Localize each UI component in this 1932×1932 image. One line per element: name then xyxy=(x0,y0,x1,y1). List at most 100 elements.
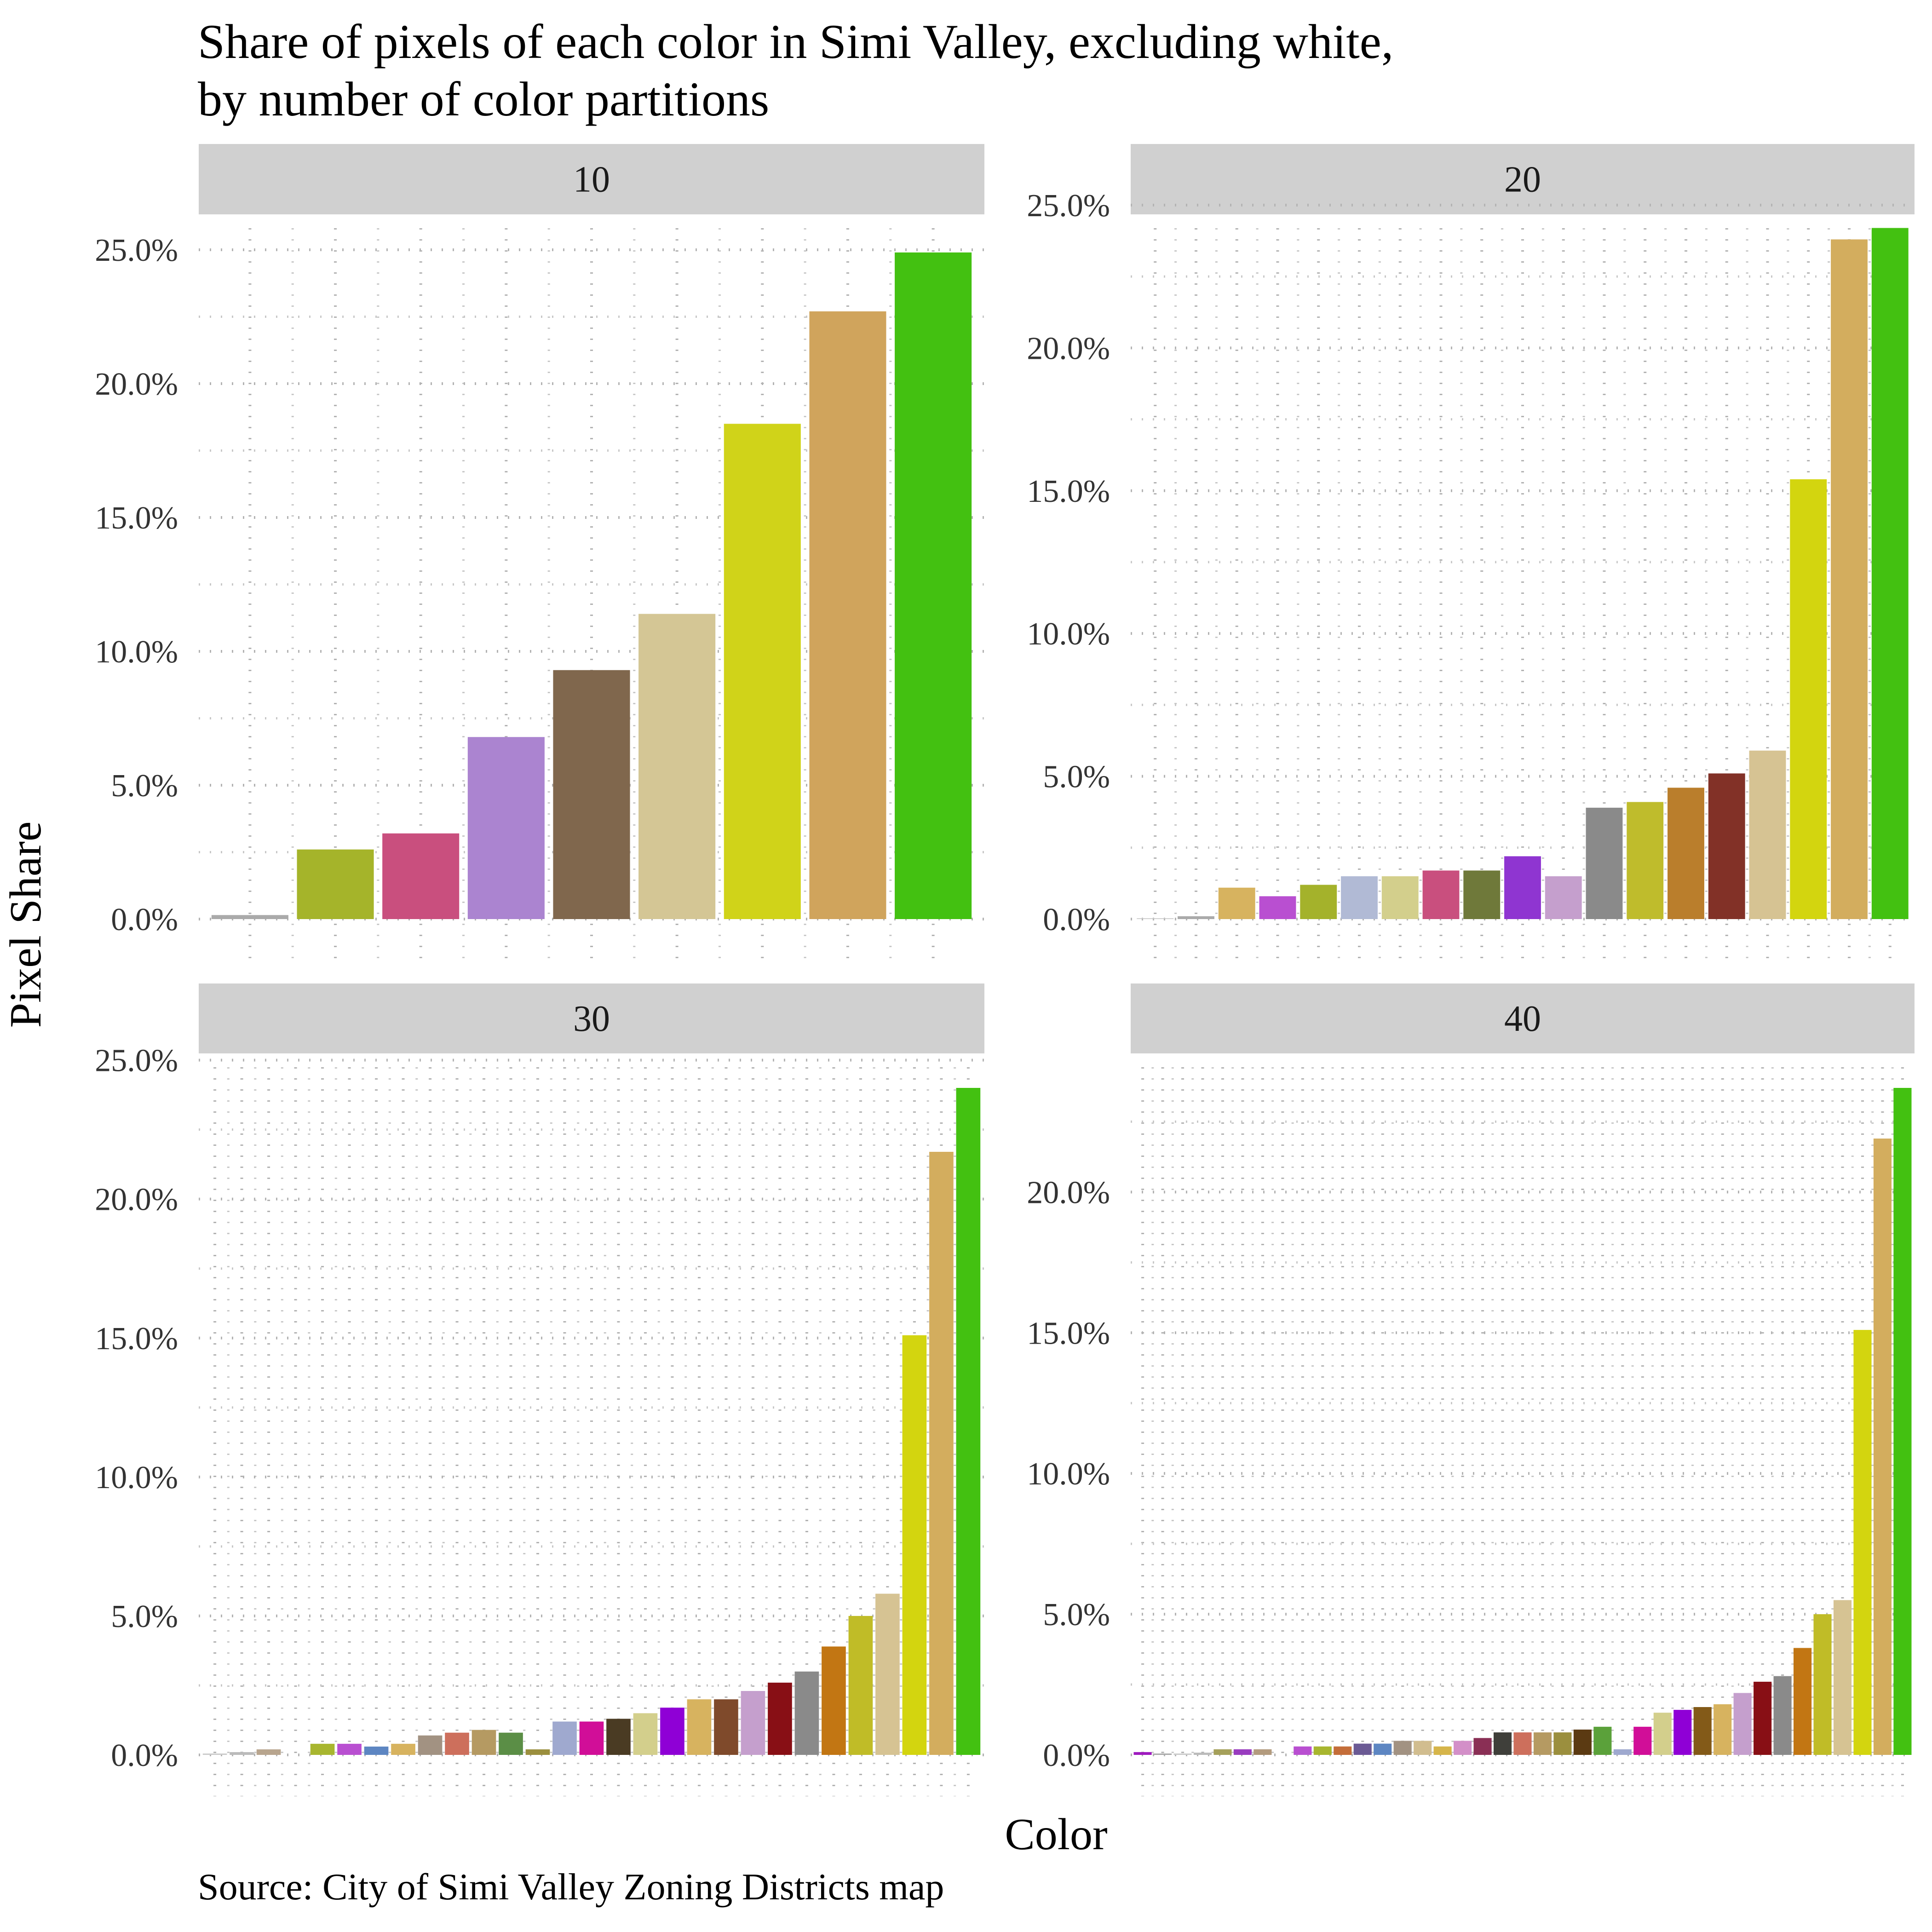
bar xyxy=(1794,1648,1812,1755)
y-tick-label: 25.0% xyxy=(1027,188,1110,224)
bar xyxy=(579,1721,604,1755)
bar xyxy=(1393,1741,1412,1755)
bar xyxy=(297,849,374,919)
facets-layer: 10 0.0% 5.0% 10.0% 15.0% 20.0% 25.0% 20 0.0% 5.0%… xyxy=(95,144,1915,1796)
bar xyxy=(1553,1732,1572,1755)
y-tick-label: 15.0% xyxy=(95,500,178,536)
bar xyxy=(1294,1746,1312,1755)
y-tick-label: 10.0% xyxy=(1027,1456,1110,1492)
bar xyxy=(418,1735,443,1755)
bar xyxy=(1173,1753,1192,1755)
bar xyxy=(1454,1741,1472,1755)
y-tick-label: 20.0% xyxy=(95,367,178,402)
bar xyxy=(1853,1330,1872,1755)
y-tick-label: 10.0% xyxy=(1027,616,1110,652)
facet-panel-40: 40 0.0% 5.0% 10.0% 15.0% 20.0% xyxy=(1027,983,1915,1796)
bar xyxy=(1653,1713,1672,1755)
bar xyxy=(1733,1693,1752,1755)
bar xyxy=(606,1719,631,1755)
bar xyxy=(1353,1743,1372,1755)
bar xyxy=(1513,1732,1532,1755)
bar xyxy=(848,1616,873,1755)
bar xyxy=(1790,479,1827,919)
bar xyxy=(230,1752,254,1755)
bar xyxy=(687,1699,712,1755)
x-axis-title: Color xyxy=(1005,1810,1107,1859)
bar xyxy=(467,737,545,919)
bar xyxy=(499,1732,523,1755)
bar xyxy=(956,1088,981,1755)
bar xyxy=(1193,1753,1212,1755)
bar xyxy=(1137,918,1174,919)
bar xyxy=(1493,1732,1512,1755)
facet-panel-10: 10 0.0% 5.0% 10.0% 15.0% 20.0% 25.0% xyxy=(95,144,984,960)
bar xyxy=(1668,788,1704,919)
bar xyxy=(1871,228,1909,919)
bar xyxy=(902,1335,927,1755)
bar xyxy=(633,1713,658,1755)
bar xyxy=(875,1593,900,1755)
bar xyxy=(364,1746,389,1755)
bar xyxy=(382,833,460,919)
bar xyxy=(1754,1681,1772,1755)
bar xyxy=(1178,916,1214,919)
bar xyxy=(724,424,801,919)
bar xyxy=(391,1743,415,1755)
y-tick-label: 0.0% xyxy=(111,902,178,937)
bar xyxy=(1749,750,1786,919)
bar xyxy=(1341,876,1378,919)
y-tick-label: 20.0% xyxy=(95,1182,178,1218)
bar xyxy=(310,1743,335,1755)
facet-panel-30: 30 0.0% 5.0% 10.0% 15.0% 20.0% 25.0% xyxy=(95,983,984,1796)
y-axis-title: Pixel Share xyxy=(1,821,51,1028)
facet-panel-20: 20 0.0% 5.0% 10.0% 15.0% 20.0% 25.0% xyxy=(1027,144,1915,960)
bar xyxy=(638,614,716,919)
bar xyxy=(1708,773,1745,919)
y-tick-label: 5.0% xyxy=(111,768,178,804)
bar xyxy=(1254,1749,1272,1755)
y-tick-label: 5.0% xyxy=(1043,759,1110,795)
bar xyxy=(1153,1753,1172,1755)
source-caption: Source: City of Simi Valley Zoning Distr… xyxy=(198,1866,944,1908)
facet-strip-label: 10 xyxy=(573,160,610,200)
bar xyxy=(1133,1752,1152,1755)
bar xyxy=(1422,870,1460,919)
bar xyxy=(741,1691,765,1755)
facet-strip xyxy=(1131,983,1915,1053)
y-tick-label: 20.0% xyxy=(1027,331,1110,366)
y-tick-label: 25.0% xyxy=(95,233,178,268)
bar xyxy=(1473,1738,1492,1755)
bar xyxy=(1213,1749,1232,1755)
bar xyxy=(1693,1707,1712,1755)
bar xyxy=(1873,1138,1892,1755)
bar xyxy=(1463,870,1501,919)
y-tick-label: 10.0% xyxy=(95,634,178,670)
bar xyxy=(525,1749,550,1755)
chart-title: Share of pixels of each color in Simi Va… xyxy=(198,15,1394,126)
y-tick-label: 0.0% xyxy=(1043,1738,1110,1773)
y-tick-label: 0.0% xyxy=(111,1738,178,1773)
bar xyxy=(1414,1741,1432,1755)
bar xyxy=(552,1721,577,1755)
bar xyxy=(472,1730,496,1755)
facet-strip-label: 40 xyxy=(1504,999,1541,1039)
bar xyxy=(1374,1743,1392,1755)
facet-strip xyxy=(1131,144,1915,214)
facet-strip xyxy=(199,983,984,1053)
bar xyxy=(1533,1732,1552,1755)
bar xyxy=(256,1749,281,1755)
bar xyxy=(1893,1088,1912,1755)
bar xyxy=(1831,239,1868,919)
bar xyxy=(822,1646,846,1755)
bar xyxy=(202,1753,227,1755)
bar xyxy=(1300,885,1337,919)
y-tick-label: 5.0% xyxy=(1043,1597,1110,1633)
bar xyxy=(1593,1726,1612,1755)
bar xyxy=(714,1699,738,1755)
y-tick-label: 5.0% xyxy=(111,1599,178,1634)
bar xyxy=(1714,1704,1732,1755)
bar xyxy=(1633,1726,1652,1755)
bar xyxy=(1813,1614,1832,1755)
bar xyxy=(1233,1749,1252,1755)
